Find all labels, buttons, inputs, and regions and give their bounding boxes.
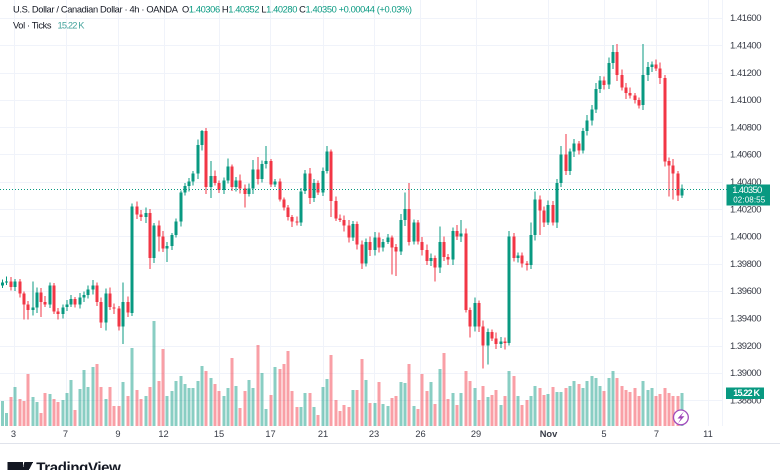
svg-text:17: 17 — [265, 429, 275, 439]
svg-text:5: 5 — [601, 429, 606, 439]
svg-text:Nov: Nov — [540, 429, 558, 439]
svg-text:U.S. Dollar / Canadian Dollar: U.S. Dollar / Canadian Dollar · 4h · OAN… — [13, 4, 179, 14]
svg-text:3: 3 — [11, 429, 16, 439]
svg-text:Vol · Ticks: Vol · Ticks — [13, 21, 52, 31]
svg-text:15: 15 — [214, 429, 224, 439]
svg-text:15.22 K: 15.22 K — [733, 388, 760, 398]
svg-text:1.39400: 1.39400 — [730, 314, 762, 325]
svg-text:1.40600: 1.40600 — [730, 150, 762, 161]
svg-text:1.39000: 1.39000 — [730, 368, 762, 379]
svg-text:1.41400: 1.41400 — [730, 41, 762, 52]
svg-text:1.41200: 1.41200 — [730, 68, 762, 79]
svg-text:1.40350: 1.40350 — [732, 185, 762, 196]
svg-text:1.40800: 1.40800 — [730, 122, 762, 133]
svg-text:29: 29 — [471, 429, 481, 439]
svg-text:1.40000: 1.40000 — [730, 232, 762, 243]
svg-text:1.39600: 1.39600 — [730, 286, 762, 297]
svg-text:7: 7 — [654, 429, 659, 439]
svg-text:O1.40306 H1.40352 L1.40280 C1.: O1.40306 H1.40352 L1.40280 C1.40350 +0.0… — [182, 4, 412, 14]
svg-text:1.39800: 1.39800 — [730, 259, 762, 270]
svg-text:1.41600: 1.41600 — [730, 13, 762, 24]
svg-text:1.41000: 1.41000 — [730, 95, 762, 106]
svg-text:1.40200: 1.40200 — [730, 204, 762, 215]
svg-text:15.22 K: 15.22 K — [58, 21, 86, 31]
svg-text:7: 7 — [63, 429, 68, 439]
svg-text:02:08:55: 02:08:55 — [733, 196, 766, 205]
svg-text:1.38800: 1.38800 — [730, 395, 762, 406]
svg-text:12: 12 — [158, 429, 168, 439]
svg-text:23: 23 — [369, 429, 379, 439]
svg-text:TradingView: TradingView — [36, 460, 121, 470]
svg-text:1.39200: 1.39200 — [730, 341, 762, 352]
svg-text:21: 21 — [318, 429, 328, 439]
svg-text:26: 26 — [415, 429, 425, 439]
svg-text:11: 11 — [703, 429, 713, 439]
svg-text:9: 9 — [115, 429, 120, 439]
svg-text:1.40400: 1.40400 — [730, 177, 762, 188]
